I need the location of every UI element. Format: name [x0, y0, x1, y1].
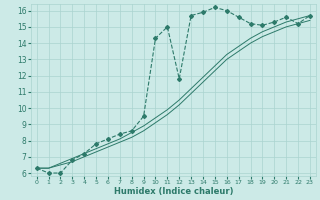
X-axis label: Humidex (Indice chaleur): Humidex (Indice chaleur)	[114, 187, 233, 196]
